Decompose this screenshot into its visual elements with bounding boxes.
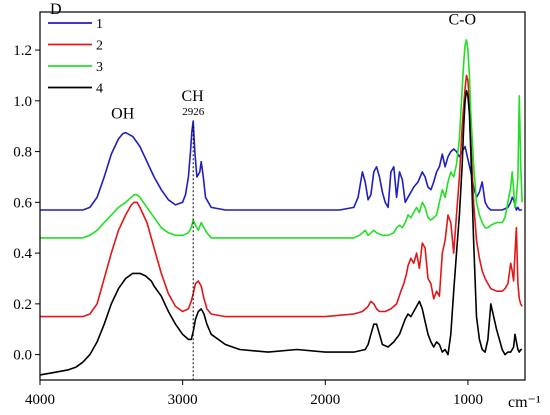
y-tick-label: 0.0 [13,348,32,364]
legend-label-4: 4 [96,82,103,97]
series-line-4 [39,89,523,376]
legend-label-1: 1 [96,17,103,32]
axes-layer: 4000 3000 2000 1000 0.0 0.2 0.4 0.6 0.8 1.0 1.2 [13,43,483,408]
legend-label-2: 2 [96,39,103,54]
plot-frame [39,11,526,381]
annotation-oh: OH [111,106,135,123]
annotation-2926: 2926 [182,106,205,118]
y-tick-label: 1.0 [13,94,32,110]
y-tick-label: 0.8 [13,145,32,161]
x-tick-label: 1000 [453,392,483,408]
x-axis-label: cm⁻¹ [508,394,541,411]
y-tick-label: 0.6 [13,195,32,211]
y-tick-label: 1.2 [13,43,32,59]
annotation-ch: CH [182,88,205,105]
y-tick-label: 0.4 [13,246,32,262]
x-tick-label: 4000 [25,392,55,408]
x-tick-label: 3000 [168,392,198,408]
series-line-2 [40,74,523,318]
series-layer [39,39,523,376]
legend-label-3: 3 [96,60,103,75]
x-tick-label: 2000 [310,392,340,408]
y-tick-label: 0.2 [13,297,32,313]
y-axis-label: D [50,1,62,18]
annotation-c-o: C-O [448,12,476,29]
series-line-3 [40,39,523,239]
legend: 1 2 3 4 [48,17,103,97]
series-line-1 [40,120,523,211]
